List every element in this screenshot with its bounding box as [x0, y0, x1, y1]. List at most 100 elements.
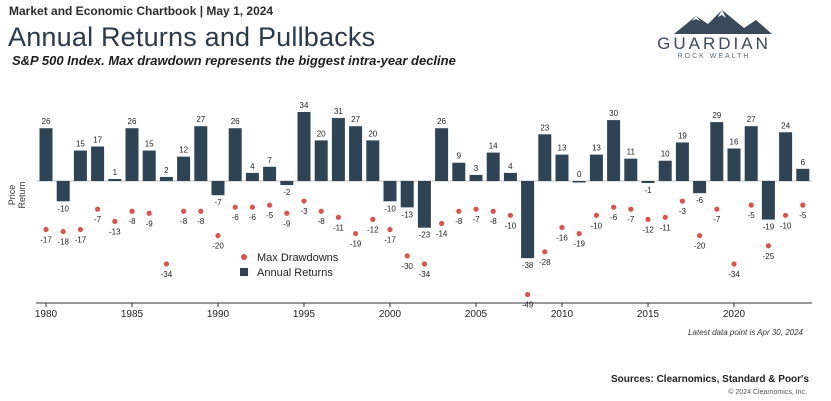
- annual-return-bar: [125, 128, 139, 181]
- sources: Sources: Clearnomics, Standard & Poor's: [611, 374, 809, 385]
- annual-return-label: -6: [696, 196, 704, 205]
- max-drawdown-label: -10: [780, 221, 792, 230]
- max-drawdown-dot: [232, 204, 238, 210]
- annual-return-bar: [108, 178, 122, 181]
- max-drawdown-dot: [593, 212, 600, 218]
- annual-return-label: 26: [42, 117, 51, 126]
- max-drawdown-label: -12: [367, 225, 379, 234]
- max-drawdown-dot: [43, 226, 49, 233]
- annual-return-label: -10: [57, 204, 69, 213]
- annual-return-label: 13: [558, 144, 567, 153]
- max-drawdown-dot: [490, 208, 496, 214]
- annual-return-label: 0: [577, 170, 582, 179]
- max-drawdown-label: -34: [728, 270, 740, 279]
- max-drawdown-label: -20: [694, 242, 706, 251]
- annual-return-label: 17: [93, 135, 102, 144]
- max-drawdown-dot: [421, 261, 427, 267]
- max-drawdown-label: -12: [642, 225, 654, 234]
- annual-return-label: 12: [179, 146, 188, 155]
- annual-return-label: -7: [214, 198, 222, 207]
- annual-return-bar: [142, 150, 156, 181]
- max-drawdown-label: -49: [522, 300, 534, 309]
- annual-return-label: 27: [747, 115, 756, 124]
- annual-return-bar: [521, 181, 535, 259]
- annual-return-label: 6: [801, 158, 806, 167]
- annual-return-bar: [194, 126, 208, 181]
- max-drawdown-dot: [731, 261, 737, 267]
- annual-return-bar: [452, 162, 466, 181]
- x-tick-label: 2000: [379, 309, 402, 320]
- footnote: Latest data point is Apr 30, 2024: [688, 328, 803, 337]
- max-drawdown-dot: [473, 206, 479, 212]
- max-drawdown-label: -11: [660, 223, 672, 232]
- guardian-logo: GUARDIAN ROCK WEALTH: [634, 8, 794, 64]
- max-drawdown-dot: [439, 220, 445, 227]
- annual-return-label: 27: [196, 115, 205, 124]
- annual-return-bar: [779, 132, 793, 181]
- max-drawdown-dot: [645, 216, 651, 222]
- annual-return-label: 26: [231, 117, 240, 126]
- annual-return-bar: [177, 156, 191, 181]
- max-drawdown-label: -8: [128, 217, 136, 226]
- max-drawdown-label: -11: [333, 223, 345, 232]
- annual-return-bar: [263, 166, 277, 181]
- max-drawdown-label: -7: [94, 215, 102, 224]
- annual-return-bar: [607, 120, 621, 181]
- max-drawdown-label: -17: [384, 236, 396, 245]
- max-drawdown-label: -5: [748, 211, 756, 220]
- annual-return-label: -10: [384, 204, 396, 213]
- annual-return-bar: [693, 181, 707, 194]
- max-drawdown-dot: [215, 233, 221, 239]
- max-drawdown-dot: [370, 216, 376, 222]
- max-drawdown-dot: [267, 202, 273, 208]
- annual-return-label: 4: [250, 162, 255, 171]
- max-drawdown-dot: [662, 214, 668, 220]
- x-tick-label: 1980: [35, 309, 58, 320]
- annual-return-label: 9: [457, 152, 462, 161]
- max-drawdown-label: -25: [763, 252, 775, 261]
- annual-return-label: 4: [508, 162, 513, 171]
- max-drawdown-label: -7: [627, 215, 635, 224]
- annual-return-label: -19: [763, 223, 775, 232]
- max-drawdown-dot: [387, 226, 393, 233]
- x-tick-label: 2020: [723, 309, 746, 320]
- max-drawdown-label: -8: [455, 217, 463, 226]
- annual-return-bar: [796, 168, 810, 181]
- max-drawdown-dot: [129, 208, 135, 214]
- annual-return-bar: [73, 150, 87, 181]
- annual-return-label: 19: [678, 131, 687, 140]
- annual-return-label: 10: [661, 150, 670, 159]
- max-drawdown-dot: [559, 224, 565, 231]
- max-drawdown-dot: [800, 202, 806, 208]
- legend-drawdown-marker: [241, 254, 247, 260]
- max-drawdown-label: -17: [40, 236, 52, 245]
- annual-return-bar: [641, 181, 655, 184]
- annual-return-bar: [280, 181, 294, 186]
- max-drawdown-label: -16: [556, 233, 568, 242]
- max-drawdown-label: -9: [146, 219, 154, 228]
- annual-return-bar: [366, 140, 380, 181]
- annual-return-label: 23: [540, 123, 549, 132]
- max-drawdown-dot: [112, 218, 118, 224]
- annual-return-label: 27: [351, 115, 360, 124]
- mountain-logo-icon: [674, 10, 772, 34]
- x-tick-label: 2015: [637, 309, 660, 320]
- max-drawdown-dot: [783, 212, 789, 218]
- max-drawdown-label: -20: [212, 242, 224, 251]
- annual-return-bar: [675, 142, 689, 181]
- max-drawdown-dot: [542, 249, 548, 255]
- annual-return-bar: [486, 152, 500, 181]
- max-drawdown-dot: [611, 204, 617, 210]
- max-drawdown-dot: [353, 230, 359, 237]
- annual-return-bar: [211, 181, 225, 196]
- annual-return-label: 3: [474, 164, 479, 173]
- annual-return-bar: [314, 140, 328, 181]
- max-drawdown-label: -6: [249, 213, 257, 222]
- annual-return-bar: [761, 181, 775, 220]
- max-drawdown-label: -5: [266, 211, 274, 220]
- annual-return-bar: [349, 126, 363, 181]
- max-drawdown-dot: [404, 253, 410, 259]
- annual-return-bar: [589, 154, 603, 181]
- max-drawdown-dot: [249, 204, 255, 210]
- max-drawdown-dot: [525, 291, 531, 298]
